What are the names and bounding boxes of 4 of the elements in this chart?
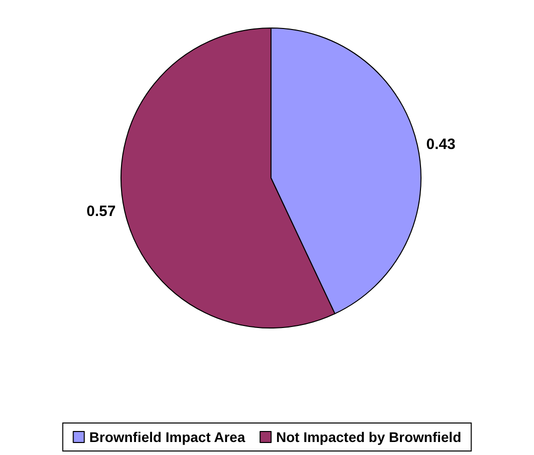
legend-label: Brownfield Impact Area	[89, 429, 246, 445]
data-label: 0.43	[426, 136, 456, 153]
legend-label: Not Impacted by Brownfield	[276, 429, 462, 445]
data-label: 0.57	[86, 203, 116, 220]
